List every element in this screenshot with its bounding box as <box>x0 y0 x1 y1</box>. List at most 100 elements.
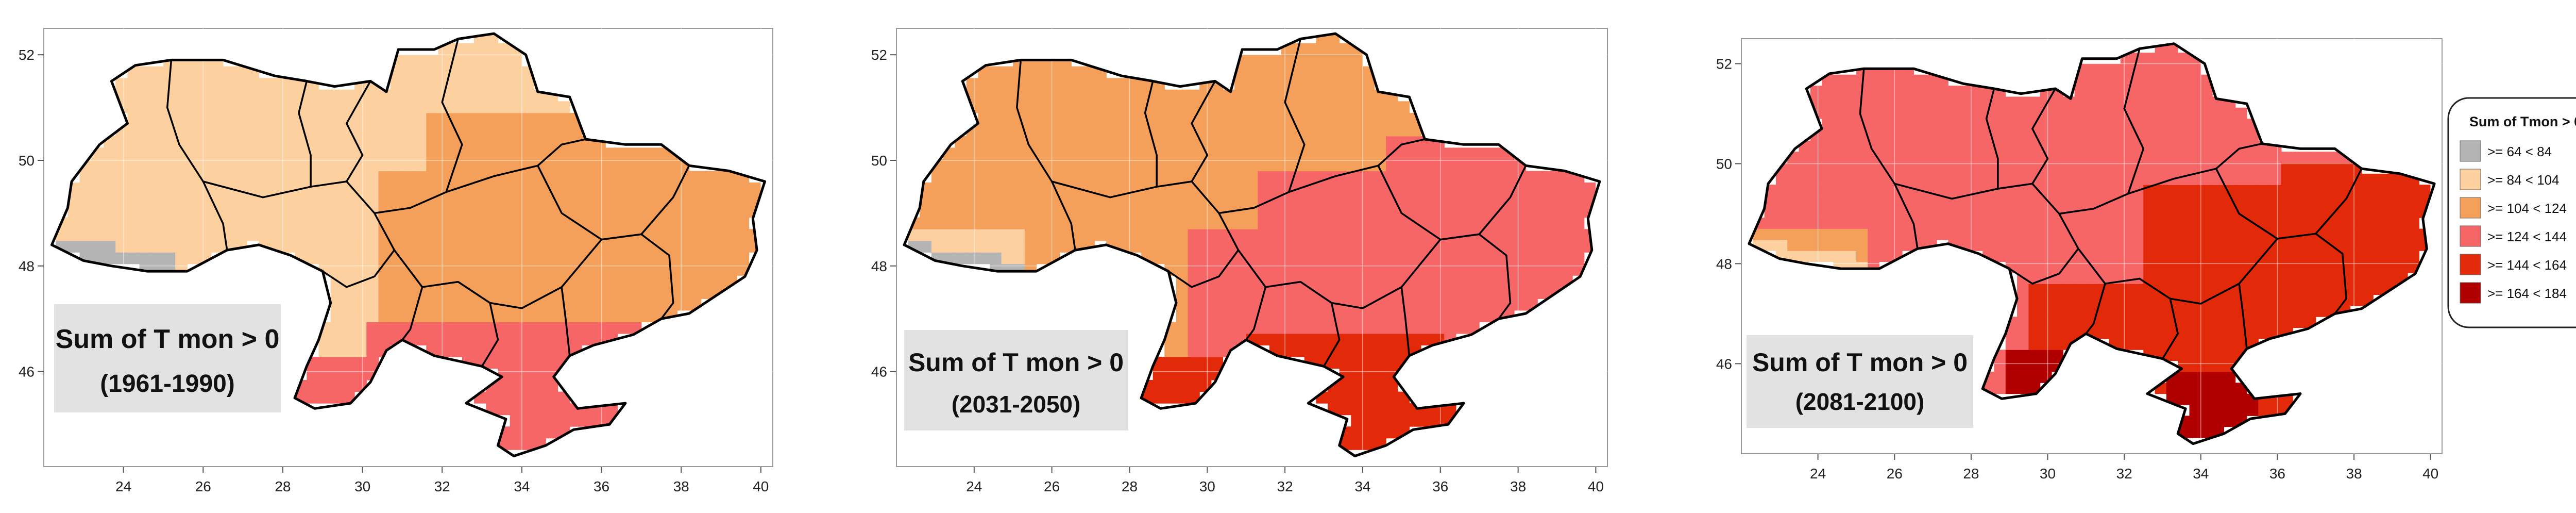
grid-cell <box>2086 305 2098 317</box>
grid-cell <box>2063 294 2075 306</box>
grid-cell <box>1246 147 1258 160</box>
legend-swatch <box>2460 254 2481 275</box>
grid-cell <box>1455 252 1468 264</box>
grid-cell <box>2086 107 2098 119</box>
grid-cell <box>2224 129 2236 141</box>
grid-cell <box>1281 287 1293 299</box>
grid-cell <box>2166 239 2178 251</box>
grid-cell <box>1153 368 1165 380</box>
grid-cell <box>2178 305 2190 317</box>
grid-cell <box>2247 228 2259 240</box>
grid-cell <box>725 217 737 229</box>
grid-cell <box>1787 206 1800 218</box>
grid-cell <box>569 159 582 172</box>
grid-cell <box>1351 159 1363 172</box>
grid-cell <box>2005 360 2018 372</box>
grid-cell <box>1925 152 1937 163</box>
y-tick-label: 48 <box>1716 256 1732 272</box>
grid-cell <box>2281 185 2293 196</box>
grid-cell <box>1328 357 1340 369</box>
grid-cell <box>2132 338 2144 350</box>
grid-cell <box>1328 183 1340 195</box>
grid-cell <box>2269 152 2282 163</box>
grid-cell <box>931 171 944 183</box>
grid-cell <box>474 240 486 253</box>
grid-cell <box>1094 229 1107 241</box>
grid-cell <box>1304 333 1316 345</box>
grid-cell <box>1467 159 1480 172</box>
grid-cell <box>1129 112 1142 125</box>
grid-cell <box>2120 129 2132 141</box>
grid-cell <box>1001 66 1013 78</box>
grid-cell <box>1959 129 1972 141</box>
grid-cell <box>2028 107 2041 119</box>
grid-cell <box>2028 152 2041 163</box>
grid-cell <box>1386 206 1398 218</box>
grid-cell <box>1561 183 1573 195</box>
grid-cell <box>2109 294 2121 306</box>
grid-cell <box>1362 171 1375 183</box>
grid-cell <box>2212 119 2224 130</box>
grid-cell <box>1799 218 1811 229</box>
grid-cell <box>990 194 1002 206</box>
grid-cell <box>1810 251 1822 262</box>
grid-cell <box>1164 171 1177 183</box>
grid-cell <box>557 252 570 264</box>
grid-cell <box>1971 195 1983 207</box>
grid-cell <box>2224 140 2236 152</box>
grid-cell <box>641 171 654 183</box>
grid-cell <box>2350 195 2362 207</box>
grid-cell <box>617 322 630 334</box>
grid-cell <box>1844 96 1857 108</box>
grid-cell <box>1479 206 1492 218</box>
grid-cell <box>1856 140 1868 152</box>
grid-cell <box>414 112 427 125</box>
grid-cell <box>1421 333 1433 345</box>
grid-cell <box>1304 136 1316 148</box>
grid-cell <box>1868 228 1880 240</box>
grid-cell <box>1211 147 1223 160</box>
grid-cell <box>1269 89 1282 102</box>
grid-cell <box>955 171 967 183</box>
grid-cell <box>978 229 990 241</box>
grid-cell <box>2017 162 2029 174</box>
grid-cell <box>1572 217 1585 229</box>
grid-cell <box>955 194 967 206</box>
grid-cell <box>1351 147 1363 160</box>
grid-cell <box>1117 101 1130 113</box>
grid-cell <box>1083 136 1095 148</box>
grid-cell <box>2408 251 2419 262</box>
grid-cell <box>966 194 978 206</box>
grid-cell <box>1316 124 1328 137</box>
grid-cell <box>521 415 534 427</box>
grid-cell <box>187 101 200 113</box>
grid-cell <box>546 171 558 183</box>
grid-cell <box>1094 183 1107 195</box>
grid-cell <box>1094 78 1107 90</box>
grid-cell <box>1822 173 1834 185</box>
grid-cell <box>920 194 932 206</box>
grid-cell <box>1013 194 1025 206</box>
grid-cell <box>450 322 463 334</box>
grid-cell <box>211 147 224 160</box>
grid-cell <box>1293 263 1305 276</box>
grid-cell <box>2109 152 2121 163</box>
region-border <box>2009 248 2079 285</box>
grid-cell <box>330 229 343 241</box>
grid-cell <box>127 136 140 148</box>
grid-cell <box>211 159 224 172</box>
grid-cell <box>1269 252 1282 264</box>
grid-cell <box>1258 194 1270 206</box>
grid-cell <box>486 112 499 125</box>
grid-cell <box>2258 152 2270 163</box>
grid-cell <box>2052 305 2063 317</box>
grid-cell <box>1902 228 1914 240</box>
grid-cell <box>1246 159 1258 172</box>
grid-cell <box>2074 86 2087 97</box>
grid-cell <box>1822 119 1834 130</box>
grid-cell <box>1351 426 1363 439</box>
grid-cell <box>931 217 944 229</box>
grid-cell <box>2235 173 2247 185</box>
grid-cell <box>1153 380 1165 392</box>
